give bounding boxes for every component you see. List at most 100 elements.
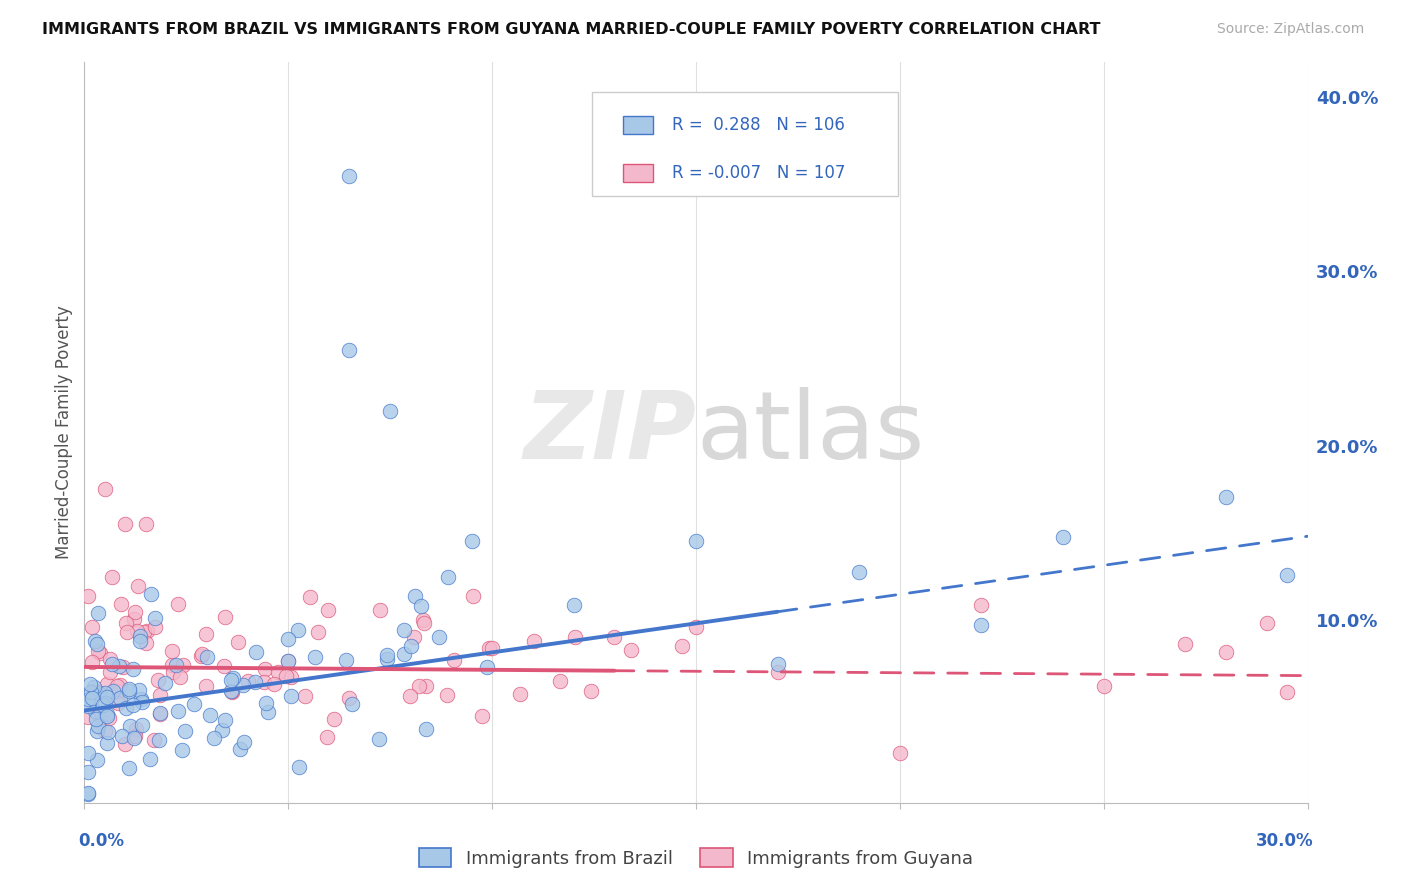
Point <box>198 707 221 722</box>
Point <box>280 689 302 703</box>
Point <box>402 630 425 644</box>
Point <box>195 650 218 665</box>
Point <box>170 743 193 757</box>
Point <box>84 683 107 698</box>
Point <box>183 698 205 712</box>
Point <box>280 671 302 685</box>
Text: IMMIGRANTS FROM BRAZIL VS IMMIGRANTS FROM GUYANA MARRIED-COUPLE FAMILY POVERTY C: IMMIGRANTS FROM BRAZIL VS IMMIGRANTS FRO… <box>42 22 1101 37</box>
Point <box>323 712 346 726</box>
Point <box>148 732 170 747</box>
Point <box>221 685 243 699</box>
Point <box>316 602 339 616</box>
Point <box>315 730 337 744</box>
Point <box>228 634 250 648</box>
Point <box>190 648 212 663</box>
Point <box>277 654 299 668</box>
Point <box>98 652 121 666</box>
Point <box>889 746 911 760</box>
Point <box>307 625 329 640</box>
Point <box>77 698 100 713</box>
Point <box>79 685 101 699</box>
Point <box>135 517 157 532</box>
Point <box>111 659 134 673</box>
Point <box>108 690 131 705</box>
Point <box>162 665 184 679</box>
Point <box>122 662 145 676</box>
Point <box>107 696 129 710</box>
Point <box>172 657 194 672</box>
Point <box>86 606 108 620</box>
Point <box>304 650 326 665</box>
Point <box>124 605 146 619</box>
Point <box>129 628 152 642</box>
Point <box>214 713 236 727</box>
Point <box>86 753 108 767</box>
Point <box>89 646 111 660</box>
Point <box>149 707 172 722</box>
Point <box>96 690 118 705</box>
Point <box>80 655 103 669</box>
Point <box>471 708 494 723</box>
Point <box>340 697 363 711</box>
Point <box>82 691 104 706</box>
Point <box>564 630 586 644</box>
Point <box>375 652 398 666</box>
Point <box>110 597 132 611</box>
Point <box>83 633 105 648</box>
Point <box>191 647 214 661</box>
Point <box>138 752 160 766</box>
Point <box>132 625 155 640</box>
Point <box>405 589 427 603</box>
Point <box>509 687 531 701</box>
Point <box>101 657 124 672</box>
Point <box>143 619 166 633</box>
Point <box>87 686 110 700</box>
Point <box>77 787 100 801</box>
Point <box>377 648 399 662</box>
Point <box>267 665 290 680</box>
Point <box>399 689 422 703</box>
Point <box>481 641 503 656</box>
Point <box>129 691 152 706</box>
Point <box>94 724 117 739</box>
Point <box>98 665 121 679</box>
Point <box>96 677 118 691</box>
Point <box>232 734 254 748</box>
Point <box>107 684 129 698</box>
Point <box>94 696 117 710</box>
Point <box>83 704 105 718</box>
Point <box>124 729 146 743</box>
Point <box>77 709 100 723</box>
Point <box>129 634 152 648</box>
Point <box>221 684 243 698</box>
Point <box>167 704 190 718</box>
Point <box>77 691 100 706</box>
Point <box>146 673 169 687</box>
Point <box>478 640 501 655</box>
Point <box>339 343 361 357</box>
Point <box>117 761 139 775</box>
Point <box>848 565 870 579</box>
Point <box>93 482 115 496</box>
Point <box>174 724 197 739</box>
Point <box>219 683 242 698</box>
Point <box>245 644 267 658</box>
Point <box>254 662 277 676</box>
Point <box>77 787 100 801</box>
Bar <box>623 116 654 135</box>
Point <box>114 737 136 751</box>
Point <box>160 658 183 673</box>
Point <box>399 639 422 653</box>
Point <box>392 623 415 637</box>
Point <box>96 707 118 722</box>
Point <box>87 709 110 723</box>
Point <box>97 724 120 739</box>
Point <box>392 647 415 661</box>
Point <box>118 681 141 696</box>
Point <box>413 616 436 631</box>
Point <box>562 598 585 612</box>
Point <box>277 632 299 647</box>
Point <box>135 635 157 649</box>
Point <box>461 590 484 604</box>
Point <box>219 673 242 687</box>
